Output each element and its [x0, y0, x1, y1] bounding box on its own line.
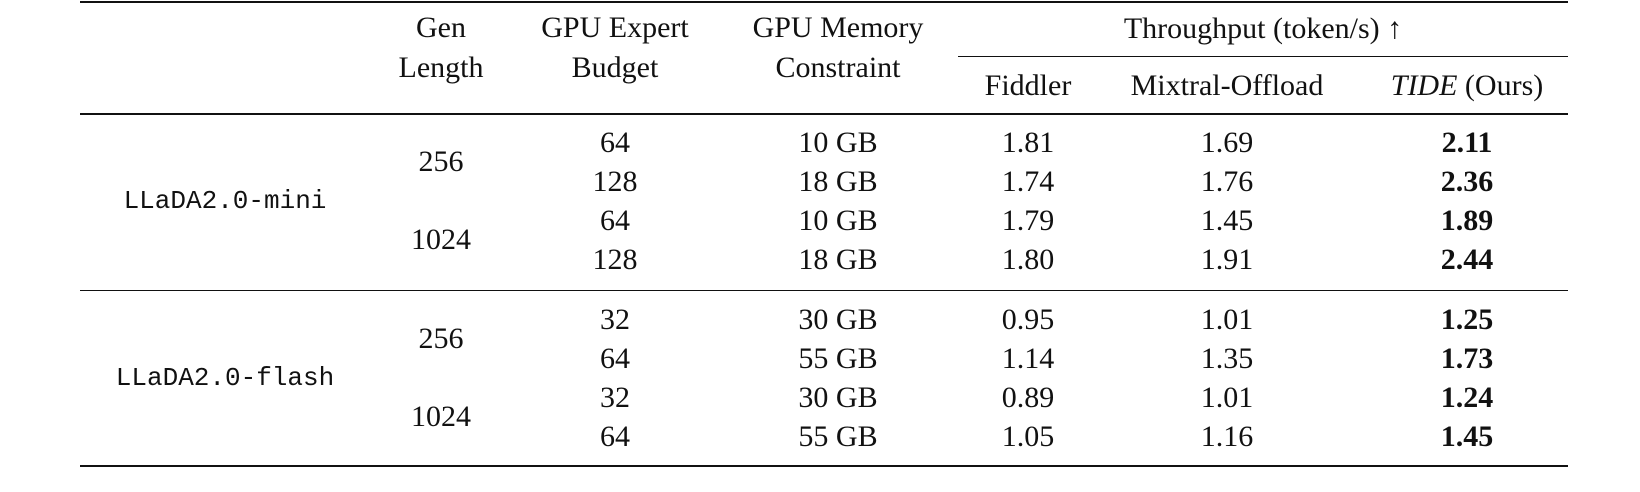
header-rule — [80, 113, 1568, 115]
value-cell: 1.79 — [1001, 203, 1055, 237]
value-cell: 0.95 — [1001, 303, 1055, 336]
value-cell: 64 — [600, 419, 630, 453]
value-cell: 1.80 — [1001, 242, 1055, 276]
column-header: GPU Expert Budget — [541, 11, 689, 84]
value-cell: 64 — [600, 203, 630, 237]
mid-rule — [80, 290, 1568, 291]
value-cell: 1.74 — [1001, 164, 1055, 198]
value-cell: 1.91 — [1200, 242, 1254, 276]
value-cell: 10 GB — [798, 126, 878, 159]
value-cell: 30 GB — [798, 303, 878, 336]
bottom-rule — [80, 465, 1568, 467]
group-header: Throughput (token/s) ↑ — [1123, 12, 1403, 45]
value-cell: 1.16 — [1200, 419, 1254, 453]
method-header: Fiddler — [985, 66, 1072, 106]
method-name: TIDE — [1390, 69, 1458, 102]
method-name: Mixtral-Offload — [1130, 69, 1324, 102]
method-header: TIDE (Ours) — [1391, 66, 1543, 106]
value-cell: 1.81 — [1001, 126, 1055, 159]
method-header: Mixtral-Offload — [1131, 66, 1324, 106]
value-cell: 1.01 — [1200, 380, 1254, 414]
value-cell: 32 — [600, 303, 630, 336]
value-cell: 64 — [600, 126, 630, 159]
value-cell: 32 — [600, 380, 630, 414]
value-cell: 1.35 — [1200, 341, 1254, 375]
gen-length: 1024 — [411, 223, 471, 257]
method-suffix: (Ours) — [1464, 69, 1544, 102]
column-header: Gen Length — [398, 11, 484, 84]
value-cell: 18 GB — [798, 242, 878, 276]
value-cell: 128 — [592, 164, 638, 198]
top-rule — [80, 1, 1568, 3]
best-value: 2.11 — [1441, 126, 1493, 159]
method-name: Fiddler — [984, 69, 1072, 102]
value-cell: 18 GB — [798, 164, 878, 198]
value-cell: 1.69 — [1200, 126, 1254, 159]
value-cell: 30 GB — [798, 380, 878, 414]
value-cell: 0.89 — [1001, 380, 1055, 414]
gen-length: 256 — [418, 145, 464, 179]
value-cell: 1.14 — [1001, 341, 1055, 375]
best-value: 1.45 — [1440, 419, 1494, 453]
column-header: GPU Memory Constraint — [752, 11, 924, 84]
value-cell: 64 — [600, 341, 630, 375]
value-cell: 55 GB — [798, 341, 878, 375]
value-cell: 1.45 — [1200, 203, 1254, 237]
value-cell: 1.01 — [1200, 303, 1254, 336]
best-value: 2.44 — [1440, 242, 1494, 276]
value-cell: 1.05 — [1001, 419, 1055, 453]
value-cell: 55 GB — [798, 419, 878, 453]
gen-length: 1024 — [411, 400, 471, 434]
model-name: LLaDA2.0-flash — [115, 363, 335, 394]
group-rule — [958, 56, 1568, 57]
value-cell: 1.76 — [1200, 164, 1254, 198]
value-cell: 128 — [592, 242, 638, 276]
model-name: LLaDA2.0-mini — [123, 186, 327, 217]
best-value: 1.89 — [1440, 203, 1494, 237]
best-value: 1.24 — [1440, 380, 1494, 414]
value-cell: 10 GB — [798, 203, 878, 237]
best-value: 1.73 — [1440, 341, 1494, 375]
gen-length: 256 — [418, 322, 464, 356]
best-value: 2.36 — [1440, 164, 1494, 198]
best-value: 1.25 — [1440, 303, 1494, 336]
